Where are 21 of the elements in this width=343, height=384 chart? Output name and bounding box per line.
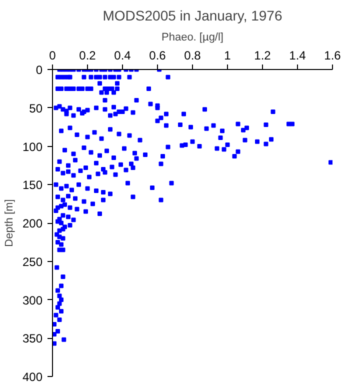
x-tick-label: 0.8	[184, 48, 202, 62]
x-tick-label: 1	[224, 48, 232, 62]
y-tick-label: 200	[22, 216, 43, 230]
x-tick-label: 1.6	[324, 48, 342, 62]
y-tick-label: 350	[22, 332, 43, 346]
y-tick-label: 50	[29, 101, 43, 116]
x-tick-label: 1.2	[254, 48, 272, 62]
x-tick-label: 0.4	[114, 48, 132, 62]
y-tick-label: 300	[22, 293, 43, 308]
x-tick-label: 0	[49, 48, 56, 62]
y-axis-title: Depth [m]	[3, 199, 16, 247]
x-tick-label: 0.6	[149, 48, 166, 62]
y-tick-label: 400	[22, 370, 43, 384]
chart-title: MODS2005 in January, 1976	[102, 8, 282, 24]
y-tick-label: 100	[22, 140, 43, 154]
x-axis-title: Phaeo. [µg/l]	[162, 32, 224, 44]
y-tick-label: 150	[22, 178, 43, 192]
x-tick-label: 0.2	[79, 48, 96, 62]
y-tick-label: 250	[22, 254, 43, 269]
y-tick-label: 0	[36, 63, 43, 77]
x-tick-label: 1.4	[289, 48, 306, 62]
